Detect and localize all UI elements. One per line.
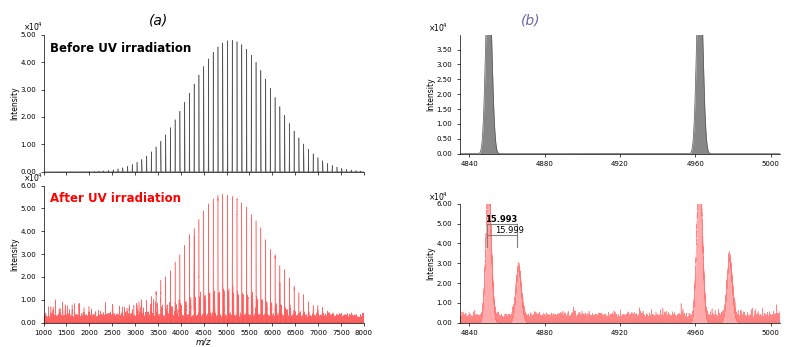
Text: $\times\!10^4$: $\times\!10^4$: [23, 172, 43, 184]
Y-axis label: Intensity: Intensity: [10, 237, 19, 271]
Text: $\times\!10^4$: $\times\!10^4$: [428, 21, 447, 34]
X-axis label: m/z: m/z: [196, 338, 211, 347]
Y-axis label: Intensity: Intensity: [10, 86, 19, 120]
Text: $\times\!10^4$: $\times\!10^4$: [23, 21, 43, 33]
Text: Before UV irradiation: Before UV irradiation: [50, 42, 191, 54]
Y-axis label: Intensity: Intensity: [426, 77, 435, 111]
Y-axis label: Intensity: Intensity: [426, 246, 435, 280]
Text: 15.993: 15.993: [485, 214, 517, 223]
Text: (b): (b): [521, 13, 540, 27]
Text: 15.999: 15.999: [495, 227, 524, 236]
Text: After UV irradiation: After UV irradiation: [50, 193, 181, 205]
Text: (a): (a): [149, 13, 168, 27]
Text: $\times\!10^4$: $\times\!10^4$: [428, 190, 447, 203]
